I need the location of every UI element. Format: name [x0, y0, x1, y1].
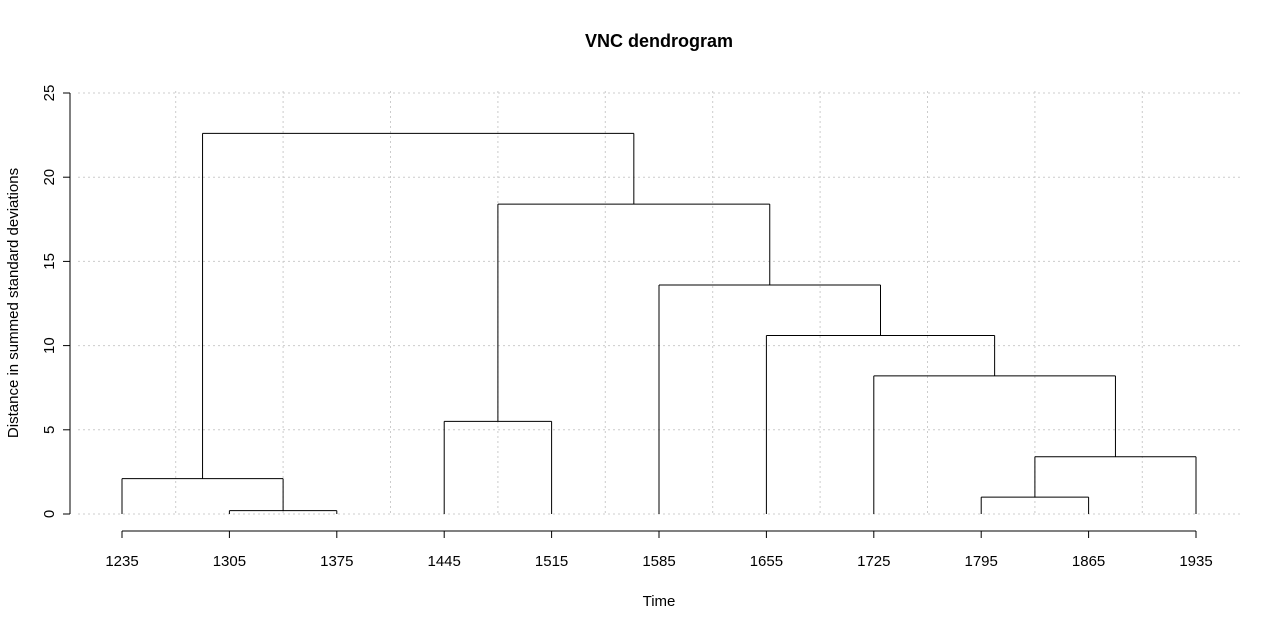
x-tick-label: 1445 — [428, 553, 461, 570]
y-tick-label: 0 — [41, 510, 58, 518]
x-tick-label: 1515 — [535, 553, 568, 570]
y-axis-label: Distance in summed standard deviations — [5, 168, 22, 438]
x-tick-label: 1935 — [1179, 553, 1212, 570]
chart-title: VNC dendrogram — [585, 31, 733, 51]
axes: 0 5 10 15 20 25 1235 1305 1375 1445 1515 1585 1655 17… — [41, 85, 1213, 570]
x-tick-label: 1865 — [1072, 553, 1105, 570]
x-tick-label: 1235 — [105, 553, 138, 570]
x-tick-label: 1305 — [213, 553, 246, 570]
x-tick-label: 1795 — [965, 553, 998, 570]
y-tick-label: 25 — [41, 85, 58, 102]
y-tick-label: 10 — [41, 337, 58, 354]
x-tick-label: 1655 — [750, 553, 783, 570]
x-tick-label: 1725 — [857, 553, 890, 570]
dendrogram-tree — [121, 132, 1197, 514]
y-tick-label: 20 — [41, 169, 58, 186]
x-axis-label: Time — [643, 593, 676, 610]
x-tick-label: 1375 — [320, 553, 353, 570]
y-tick-label: 5 — [41, 426, 58, 434]
x-tick-label: 1585 — [642, 553, 675, 570]
y-tick-label: 15 — [41, 253, 58, 270]
